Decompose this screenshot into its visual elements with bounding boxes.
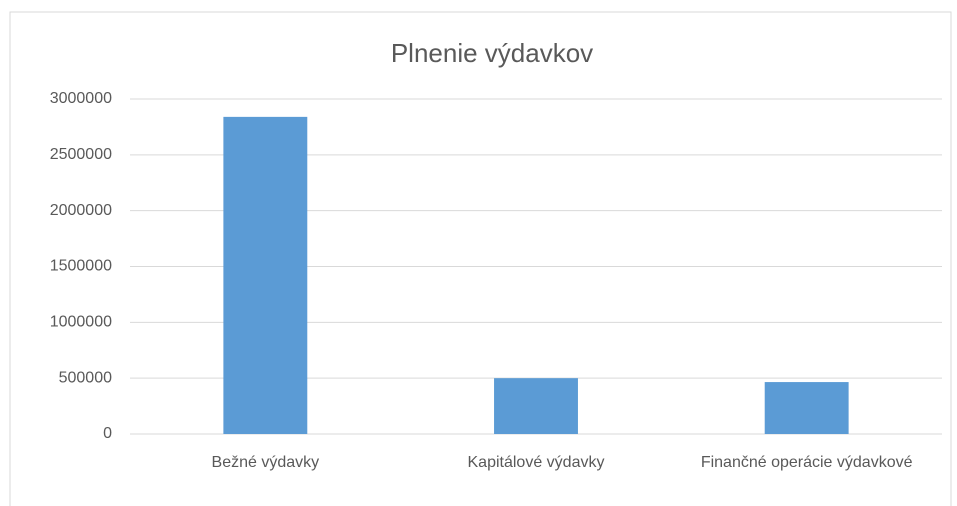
y-tick-label: 2000000	[50, 202, 112, 219]
y-tick-label: 1000000	[50, 314, 112, 331]
bar	[223, 116, 308, 434]
x-tick-label: Bežné výdavky	[211, 454, 320, 471]
y-tick-label: 2500000	[50, 146, 112, 163]
x-tick-label: Kapitálové výdavky	[467, 454, 605, 471]
bar	[764, 382, 849, 434]
chart-title: Plnenie výdavkov	[391, 38, 593, 68]
y-tick-label: 500000	[59, 369, 112, 386]
y-tick-label: 0	[103, 425, 112, 442]
x-tick-label: Finančné operácie výdavkové	[700, 454, 913, 471]
y-tick-label: 1500000	[50, 258, 112, 275]
y-tick-label: 3000000	[50, 90, 112, 107]
bar	[494, 378, 578, 434]
